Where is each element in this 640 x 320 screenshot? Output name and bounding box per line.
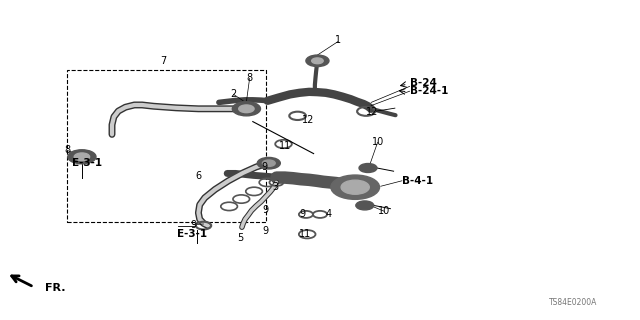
Text: 9: 9: [262, 204, 269, 215]
Text: 12: 12: [302, 115, 315, 125]
Circle shape: [74, 153, 90, 161]
Text: 10: 10: [378, 206, 390, 216]
Circle shape: [257, 157, 280, 169]
Text: 7: 7: [160, 56, 166, 66]
Text: 1: 1: [335, 35, 341, 45]
Text: 9: 9: [261, 162, 268, 172]
Circle shape: [232, 102, 260, 116]
Text: B-24: B-24: [410, 78, 436, 88]
Circle shape: [331, 175, 380, 199]
Text: 6: 6: [195, 171, 202, 181]
Text: 4: 4: [325, 209, 332, 220]
Circle shape: [68, 150, 96, 164]
Circle shape: [341, 180, 369, 194]
Text: E-3-1: E-3-1: [72, 158, 102, 168]
Text: FR.: FR.: [45, 283, 65, 293]
Text: B-24-1: B-24-1: [410, 86, 448, 96]
Bar: [67, 70, 266, 222]
Text: 12: 12: [366, 107, 379, 117]
Text: 8: 8: [64, 145, 70, 156]
Text: 11: 11: [278, 140, 291, 151]
Text: 9: 9: [300, 209, 306, 220]
Circle shape: [359, 164, 377, 172]
Circle shape: [306, 55, 329, 67]
Circle shape: [312, 58, 323, 64]
Text: 9: 9: [190, 220, 196, 230]
Text: TS84E0200A: TS84E0200A: [548, 298, 597, 307]
Text: 5: 5: [237, 233, 243, 244]
Text: B-4-1: B-4-1: [402, 176, 433, 186]
Text: 3: 3: [272, 182, 278, 192]
Circle shape: [356, 201, 374, 210]
Text: 8: 8: [246, 73, 253, 84]
Text: 9: 9: [262, 226, 269, 236]
Text: 2: 2: [230, 89, 237, 100]
Text: 10: 10: [371, 137, 384, 148]
Text: E-3-1: E-3-1: [177, 228, 207, 239]
Circle shape: [262, 160, 275, 166]
Text: 11: 11: [299, 228, 312, 239]
Circle shape: [239, 105, 254, 113]
